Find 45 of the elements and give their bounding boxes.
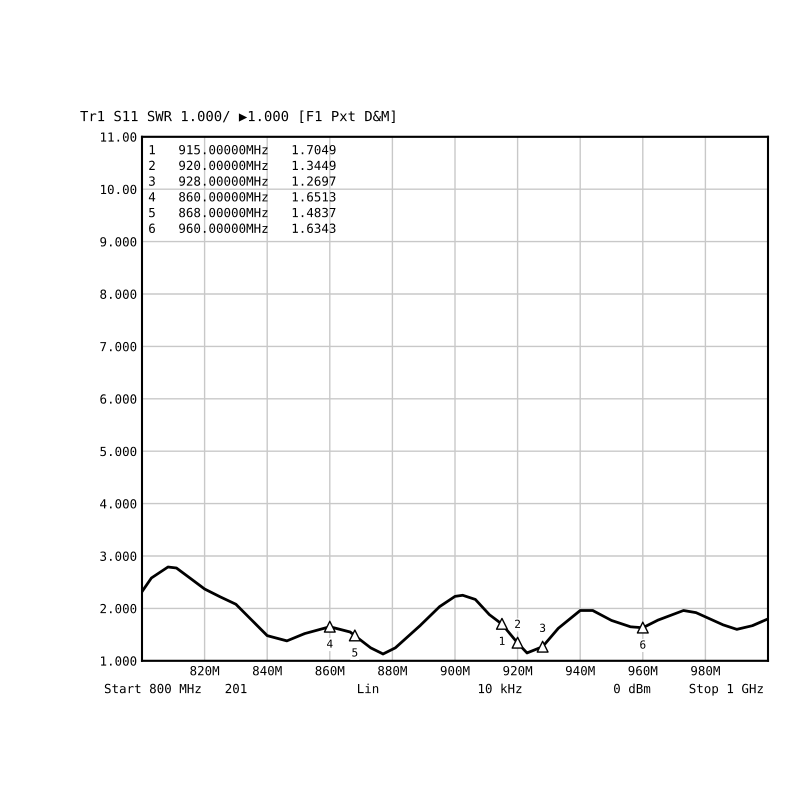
y-tick-label: 4.000	[100, 499, 136, 509]
text: Stop 1 GHz	[690, 684, 763, 696]
text: Lin	[358, 684, 378, 694]
annotation: 6	[640, 640, 646, 649]
annotation: 3	[540, 624, 546, 632]
x-tick-label: 840M	[252, 666, 282, 676]
y-tick-label: 5.000	[100, 446, 136, 456]
chart-title: Tr1 S11 SWR 1.000/ ▶1.000 [F1 Pxt D&M]	[80, 110, 395, 123]
point	[324, 620, 336, 633]
annotation: 2	[515, 620, 520, 628]
annotation: 2 920.00000MHz 1.3449	[149, 160, 336, 170]
point	[512, 636, 524, 649]
x-tick-label: 920M	[503, 666, 532, 676]
text: 10 kHz	[478, 684, 522, 694]
y-tick-label: 10.00	[101, 184, 136, 194]
x-tick-label: 980M	[691, 666, 720, 676]
y-tick-label: 1.000	[101, 656, 136, 666]
annotation: 5	[352, 648, 358, 657]
point	[536, 640, 549, 653]
x-tick-label: 900M	[440, 666, 470, 676]
y-tick-label: 6.000	[100, 394, 136, 404]
x-tick-label: 820M	[190, 666, 220, 676]
point	[348, 629, 361, 642]
point	[636, 621, 649, 634]
x-tick-label: 860M	[316, 666, 344, 676]
point	[496, 618, 508, 630]
y-tick-label: 8.000	[100, 290, 136, 299]
y-tick-label: 3.000	[100, 552, 136, 561]
y-tick-label: 9.000	[100, 237, 136, 247]
annotation: 1	[500, 636, 505, 645]
annotation: 3 928.00000MHz 1.2697	[149, 176, 336, 186]
y-tick-label: 2.000	[100, 604, 136, 614]
x-tick-label: 880M	[378, 666, 407, 676]
text: 0 dBm	[614, 684, 650, 694]
y-tick-label: 11.00	[101, 132, 136, 142]
annotation: 6 960.00000MHz 1.6343	[149, 224, 336, 233]
text: Start 800 MHz	[104, 684, 201, 694]
text: 201	[226, 684, 246, 694]
x-tick-label: 960M	[628, 666, 658, 676]
y-tick-label: 7.000	[100, 342, 136, 352]
annotation: 4 860.00000MHz 1.6513	[148, 192, 336, 202]
annotation: 4	[327, 640, 333, 648]
annotation: 5 868.00000MHz 1.4837	[149, 208, 336, 218]
x-tick-label: 940M	[566, 666, 595, 676]
annotation: 1 915.00000MHz 1.7049	[150, 144, 336, 154]
